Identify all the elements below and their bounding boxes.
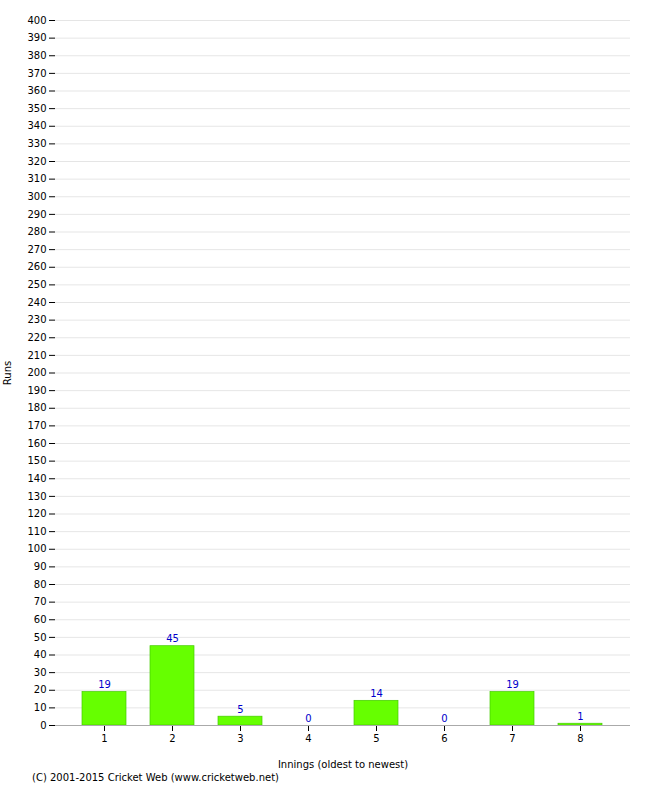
- svg-text:7: 7: [509, 733, 515, 744]
- svg-text:60: 60: [34, 614, 47, 625]
- svg-text:400: 400: [27, 15, 46, 26]
- svg-text:120: 120: [27, 508, 46, 519]
- svg-text:14: 14: [370, 688, 383, 699]
- svg-text:270: 270: [27, 244, 46, 255]
- svg-text:220: 220: [27, 332, 46, 343]
- svg-text:150: 150: [27, 455, 46, 466]
- svg-text:40: 40: [34, 649, 47, 660]
- svg-text:340: 340: [27, 120, 46, 131]
- svg-text:180: 180: [27, 402, 46, 413]
- svg-text:380: 380: [27, 50, 46, 61]
- svg-text:0: 0: [441, 713, 447, 724]
- svg-text:290: 290: [27, 209, 46, 220]
- svg-text:300: 300: [27, 191, 46, 202]
- svg-text:70: 70: [34, 596, 47, 607]
- svg-text:19: 19: [506, 679, 519, 690]
- svg-text:0: 0: [305, 713, 311, 724]
- svg-text:3: 3: [237, 733, 243, 744]
- svg-text:350: 350: [27, 103, 46, 114]
- svg-text:6: 6: [441, 733, 447, 744]
- svg-text:30: 30: [34, 667, 47, 678]
- svg-text:1: 1: [101, 733, 107, 744]
- svg-text:170: 170: [27, 420, 46, 431]
- svg-text:330: 330: [27, 138, 46, 149]
- html-text:(C) 2001-2015 Cricket Web (www: (C) 2001-2015 Cricket Web (www.cricketwe…: [32, 772, 279, 783]
- svg-text:1: 1: [577, 711, 583, 722]
- svg-text:110: 110: [27, 526, 46, 537]
- svg-text:240: 240: [27, 297, 46, 308]
- svg-text:360: 360: [27, 85, 46, 96]
- svg-text:370: 370: [27, 68, 46, 79]
- svg-text:140: 140: [27, 473, 46, 484]
- svg-text:190: 190: [27, 385, 46, 396]
- svg-text:130: 130: [27, 491, 46, 502]
- svg-text:0: 0: [40, 720, 46, 731]
- svg-text:10: 10: [34, 702, 47, 713]
- svg-text:4: 4: [305, 733, 311, 744]
- svg-text:390: 390: [27, 32, 46, 43]
- svg-text:250: 250: [27, 279, 46, 290]
- svg-text:260: 260: [27, 261, 46, 272]
- svg-text:Runs: Runs: [2, 361, 13, 385]
- svg-text:280: 280: [27, 226, 46, 237]
- svg-text:320: 320: [27, 156, 46, 167]
- svg-text:Innings (oldest to newest): Innings (oldest to newest): [278, 759, 408, 770]
- svg-text:100: 100: [27, 543, 46, 554]
- svg-text:230: 230: [27, 314, 46, 325]
- svg-text:5: 5: [237, 704, 243, 715]
- svg-text:45: 45: [166, 633, 179, 644]
- svg-text:90: 90: [34, 561, 47, 572]
- svg-text:50: 50: [34, 632, 47, 643]
- svg-text:20: 20: [34, 684, 47, 695]
- svg-text:2: 2: [169, 733, 175, 744]
- svg-text:5: 5: [373, 733, 379, 744]
- svg-text:8: 8: [577, 733, 583, 744]
- svg-text:310: 310: [27, 173, 46, 184]
- svg-text:200: 200: [27, 367, 46, 378]
- svg-text:19: 19: [98, 679, 111, 690]
- svg-text:160: 160: [27, 438, 46, 449]
- svg-text:80: 80: [34, 579, 47, 590]
- svg-text:210: 210: [27, 350, 46, 361]
